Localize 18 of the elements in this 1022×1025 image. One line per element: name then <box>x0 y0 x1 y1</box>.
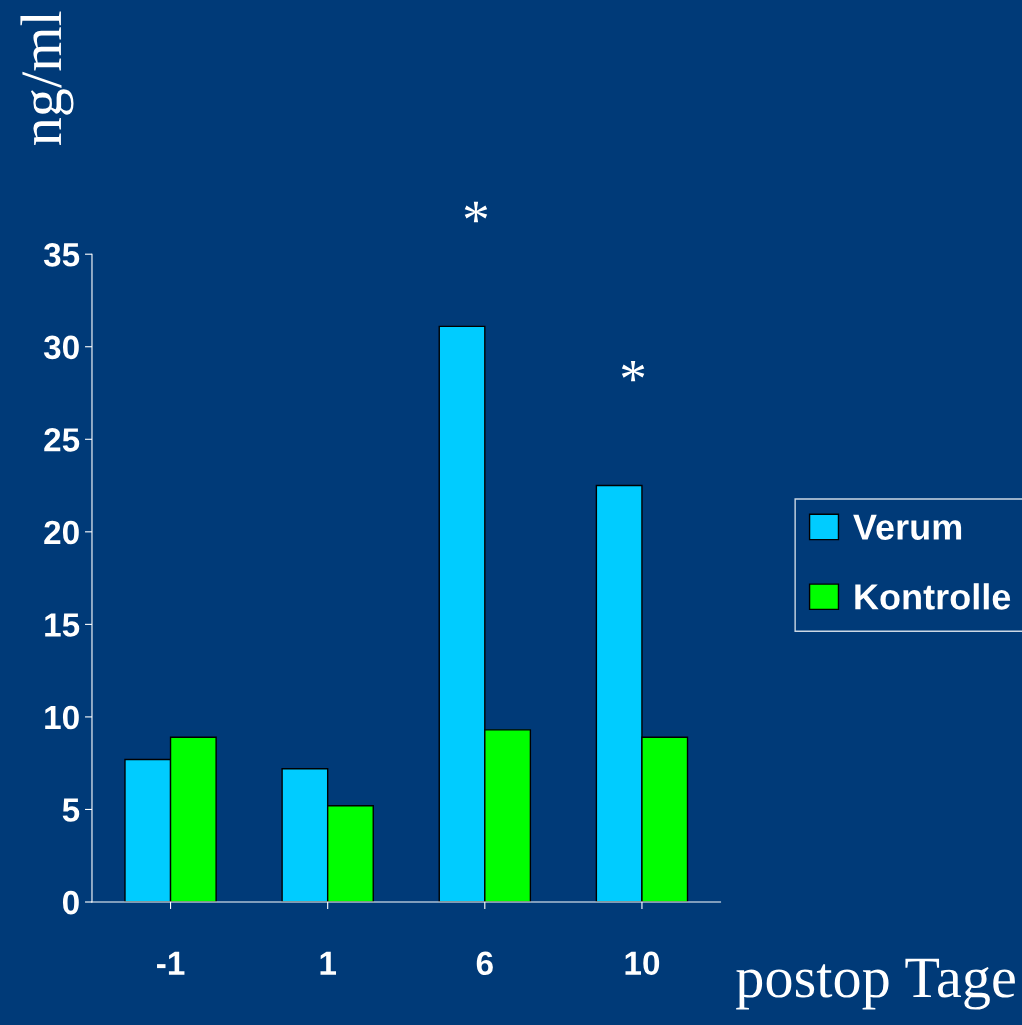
annotation: * <box>464 201 488 223</box>
x-tick-label: 6 <box>476 951 493 976</box>
x-tick-label: 1 <box>320 951 337 975</box>
x-tick-label: 10 <box>625 951 660 976</box>
y-axis-title: ng/ml <box>20 11 74 146</box>
x-tick-label: -1 <box>157 951 185 975</box>
x-axis-title: postop Tage <box>736 958 1015 1010</box>
y-tick-label: 30 <box>43 335 79 360</box>
y-tick-label: 15 <box>45 613 80 637</box>
y-tick-label: 35 <box>43 243 80 267</box>
y-tick-label: 25 <box>44 428 80 452</box>
y-tick-label: 0 <box>62 890 79 915</box>
annotation: * <box>621 360 645 382</box>
legend-label: Verum <box>853 514 962 540</box>
y-tick-label: 5 <box>62 798 80 822</box>
y-tick-label: 10 <box>45 705 79 730</box>
y-tick-label: 20 <box>44 520 79 545</box>
legend-label: Kontrolle <box>855 583 1011 610</box>
